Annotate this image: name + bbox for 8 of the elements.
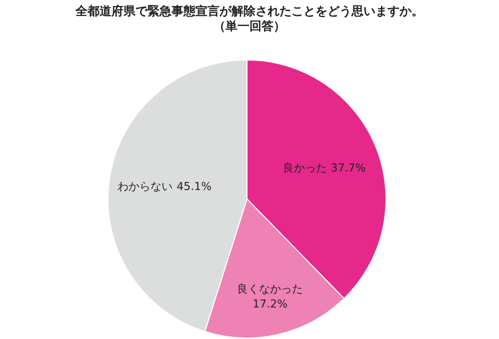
slice-label: 良くなかった xyxy=(237,282,304,296)
slice-label: わからない xyxy=(118,180,173,194)
chart-title: 全都道府県で緊急事態宣言が解除されたことをどう思いますか。 xyxy=(74,4,424,18)
chart-subtitle: （単一回答） xyxy=(214,19,286,33)
slice-label: 良かった xyxy=(282,162,327,175)
data-label: 45.1% xyxy=(176,180,212,194)
data-label: 17.2% xyxy=(252,297,288,310)
data-label: 37.7% xyxy=(330,162,366,175)
